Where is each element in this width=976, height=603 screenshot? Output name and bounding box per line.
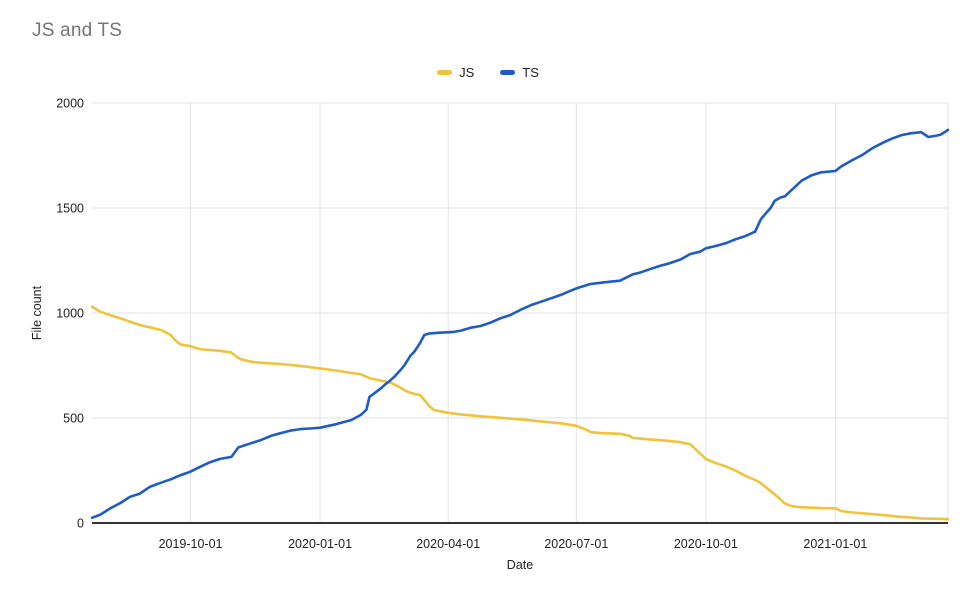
ts-series-swatch bbox=[500, 69, 516, 75]
x-tick-label: 2020-10-01 bbox=[674, 537, 738, 551]
x-tick-label: 2021-01-01 bbox=[803, 537, 867, 551]
legend-label-js: JS bbox=[459, 64, 475, 80]
x-tick-label: 2020-04-01 bbox=[416, 537, 480, 551]
legend-item-ts[interactable]: TS bbox=[500, 65, 539, 80]
x-tick-label: 2020-07-01 bbox=[544, 537, 608, 551]
x-axis-title: Date bbox=[506, 558, 534, 572]
y-tick-label: 2000 bbox=[56, 97, 84, 111]
js-series-swatch bbox=[437, 69, 453, 75]
chart-title: JS and TS bbox=[32, 20, 123, 41]
y-tick-label: 0 bbox=[77, 517, 84, 531]
legend: JS TS bbox=[0, 64, 976, 80]
legend-item-js[interactable]: JS bbox=[437, 65, 474, 80]
y-tick-label: 1500 bbox=[56, 202, 84, 216]
y-axis-title: File count bbox=[30, 285, 44, 341]
legend-label-ts: TS bbox=[522, 64, 539, 80]
series-line-ts[interactable] bbox=[90, 128, 950, 520]
y-tick-label: 500 bbox=[63, 412, 84, 426]
y-tick-label: 1000 bbox=[56, 307, 84, 321]
series-line-js[interactable] bbox=[90, 305, 950, 521]
x-tick-label: 2019-10-01 bbox=[159, 537, 223, 551]
x-tick-label: 2020-01-01 bbox=[288, 537, 352, 551]
